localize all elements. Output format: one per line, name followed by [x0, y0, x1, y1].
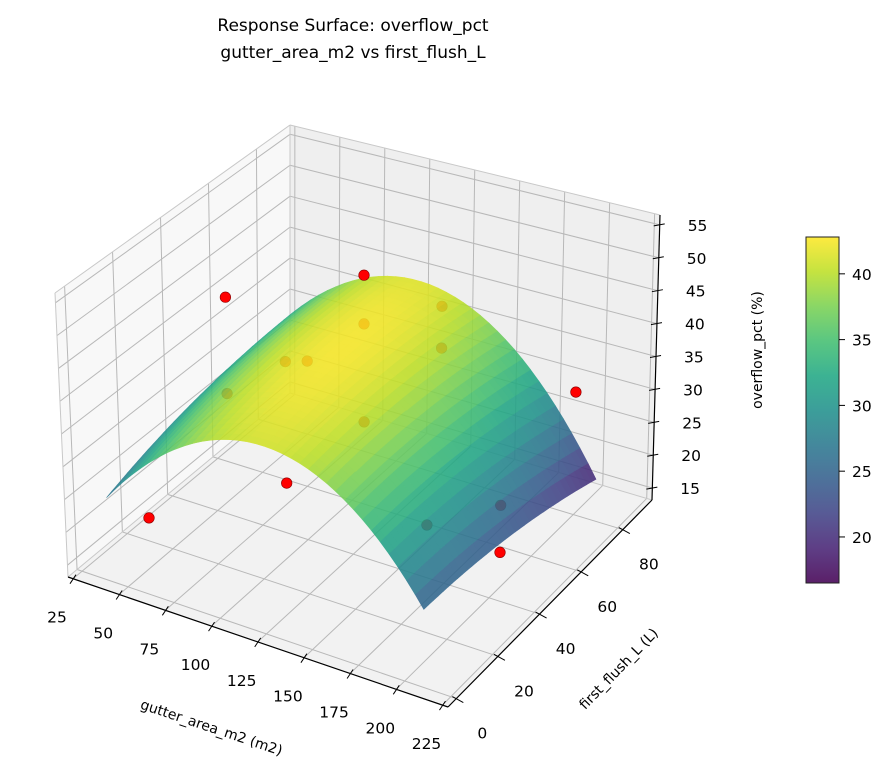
y-tick-label: 0 — [477, 725, 487, 743]
data-point — [220, 292, 231, 303]
colorbar-gradient — [806, 237, 839, 583]
y-tick-label: 40 — [556, 640, 576, 658]
colorbar-tick-label: 25 — [852, 463, 872, 481]
x-tick-label: 225 — [412, 735, 442, 753]
z-tick-label: 55 — [688, 217, 708, 235]
x-tick-label: 100 — [181, 656, 211, 674]
z-tick-label: 40 — [685, 316, 705, 334]
x-tick-label: 25 — [47, 609, 67, 627]
data-point — [495, 547, 506, 558]
colorbar-tick-label: 40 — [852, 266, 872, 284]
data-point — [359, 270, 370, 281]
z-tick-label: 45 — [686, 283, 706, 301]
x-tick-label: 150 — [273, 688, 303, 706]
colorbar-tick-label: 20 — [852, 529, 872, 547]
z-tick-label: 20 — [681, 447, 701, 465]
z-tick-label: 15 — [680, 480, 700, 498]
z-axis-label: overflow_pct (%) — [750, 291, 766, 409]
z-tick-label: 25 — [682, 414, 702, 432]
y-tick-label: 20 — [514, 682, 534, 700]
x-tick-label: 200 — [366, 719, 396, 737]
colorbar — [806, 237, 845, 583]
x-tick-label: 125 — [227, 672, 257, 690]
chart-subtitle: gutter_area_m2 vs first_flush_L — [220, 43, 486, 63]
x-tick-label: 50 — [93, 625, 113, 643]
x-tick-label: 75 — [140, 640, 160, 658]
chart-title: Response Surface: overflow_pct — [217, 16, 489, 36]
data-point — [144, 513, 155, 524]
data-point — [281, 478, 292, 489]
z-tick-label: 30 — [683, 381, 703, 399]
y-tick-label: 80 — [639, 556, 659, 574]
data-point — [571, 387, 582, 398]
z-tick-label: 35 — [684, 349, 704, 367]
y-axis-label: first_flush_L (L) — [576, 625, 661, 713]
colorbar-tick-label: 35 — [852, 332, 872, 350]
y-tick-label: 60 — [597, 598, 617, 616]
x-axis-label: gutter_area_m2 (m2) — [138, 697, 284, 759]
x-tick-label: 175 — [319, 704, 349, 722]
colorbar-tick-label: 30 — [852, 397, 872, 415]
z-tick-label: 50 — [687, 250, 707, 268]
